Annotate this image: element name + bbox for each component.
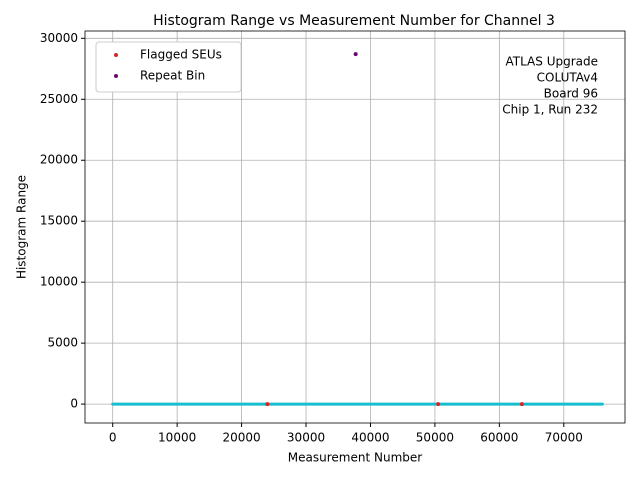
annotation: Board 96 xyxy=(544,87,598,101)
legend-marker xyxy=(114,74,118,78)
annotation: ATLAS Upgrade xyxy=(505,55,598,69)
legend-marker xyxy=(114,53,118,57)
y-tick-label: 25000 xyxy=(40,92,78,106)
chart-title: Histogram Range vs Measurement Number fo… xyxy=(153,13,555,29)
y-tick-label: 20000 xyxy=(40,153,78,167)
annotation: COLUTAv4 xyxy=(537,71,598,85)
point xyxy=(436,402,441,407)
point xyxy=(265,402,270,407)
plot-frame xyxy=(84,30,626,424)
y-tick-label: 0 xyxy=(70,397,78,411)
x-axis-label: Measurement Number xyxy=(288,451,422,465)
x-tick-label: 60000 xyxy=(480,431,518,445)
x-tick-label: 10000 xyxy=(158,431,196,445)
y-tick-label: 5000 xyxy=(47,336,78,350)
y-tick-label: 30000 xyxy=(40,31,78,45)
point xyxy=(519,402,524,407)
y-axis-label: Histogram Range xyxy=(15,175,29,279)
x-tick-label: 40000 xyxy=(351,431,389,445)
legend-label: Repeat Bin xyxy=(140,69,205,83)
legend-label: Flagged SEUs xyxy=(140,48,222,62)
y-tick-label: 15000 xyxy=(40,214,78,228)
legend-box xyxy=(95,41,242,93)
y-tick-label: 10000 xyxy=(40,275,78,289)
x-tick-label: 30000 xyxy=(287,431,325,445)
point xyxy=(353,52,358,57)
annotation: Chip 1, Run 232 xyxy=(502,103,598,117)
x-tick-label: 70000 xyxy=(545,431,583,445)
x-tick-label: 50000 xyxy=(416,431,454,445)
x-tick-label: 20000 xyxy=(222,431,260,445)
x-tick-label: 0 xyxy=(109,431,117,445)
